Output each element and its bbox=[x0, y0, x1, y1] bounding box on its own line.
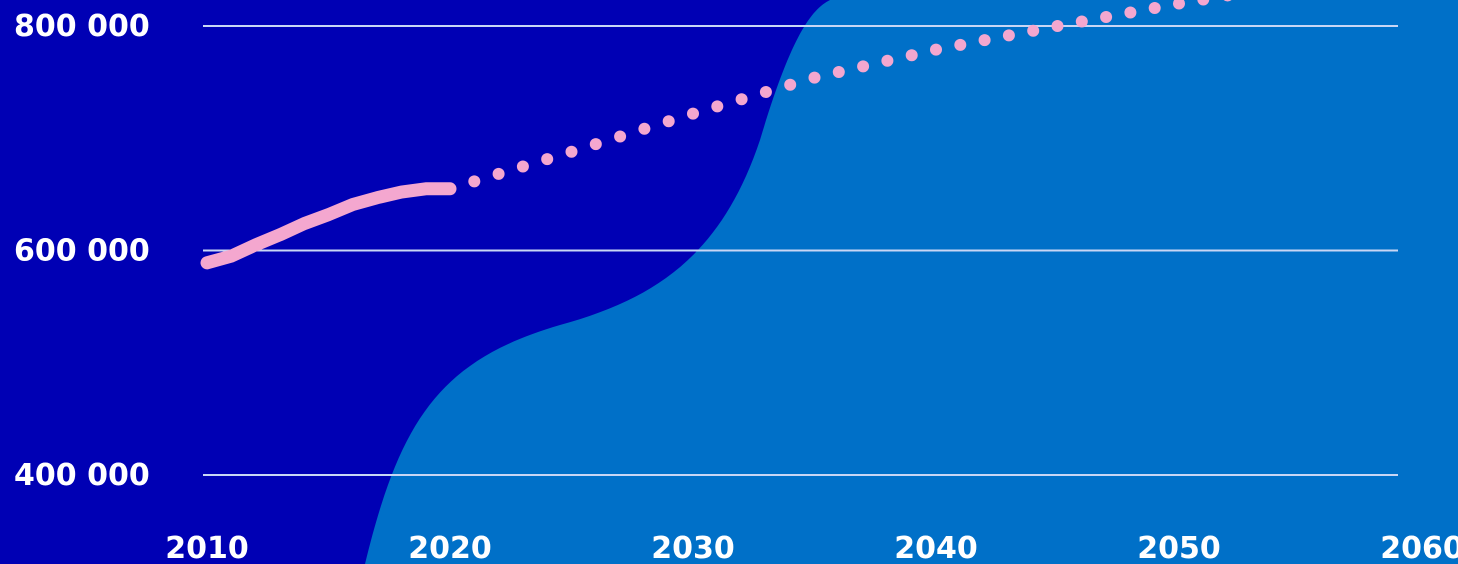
projection-dot bbox=[906, 49, 918, 61]
projection-dot bbox=[663, 115, 675, 127]
projection-dot bbox=[857, 60, 869, 72]
x-tick-label: 2060 bbox=[1380, 531, 1458, 564]
projection-dot bbox=[1003, 29, 1015, 41]
projection-dot bbox=[1149, 2, 1161, 14]
projection-dot bbox=[614, 131, 626, 143]
projection-dot bbox=[833, 66, 845, 78]
x-tick-label: 2010 bbox=[165, 531, 249, 564]
projection-dot bbox=[1124, 7, 1136, 19]
projection-dot bbox=[493, 168, 505, 180]
projection-dot bbox=[736, 93, 748, 105]
projection-dot bbox=[954, 39, 966, 51]
projection-dot bbox=[1076, 16, 1088, 28]
projection-dot bbox=[638, 123, 650, 135]
projection-dot bbox=[711, 100, 723, 112]
projection-dot bbox=[979, 34, 991, 46]
x-tick-label: 2040 bbox=[894, 531, 978, 564]
projection-dot bbox=[930, 44, 942, 56]
projection-dot bbox=[687, 108, 699, 120]
y-tick-label: 600 000 bbox=[14, 234, 150, 269]
x-tick-label: 2020 bbox=[408, 531, 492, 564]
y-tick-label: 400 000 bbox=[14, 458, 150, 493]
projection-dot bbox=[760, 86, 772, 98]
projection-dot bbox=[517, 161, 529, 173]
projection-dot bbox=[1052, 20, 1064, 32]
x-tick-label: 2050 bbox=[1137, 531, 1221, 564]
y-tick-label: 800 000 bbox=[14, 9, 150, 44]
projection-dot bbox=[590, 138, 602, 150]
projection-dot bbox=[1100, 11, 1112, 23]
projection-dot bbox=[809, 72, 821, 84]
x-tick-label: 2030 bbox=[651, 531, 735, 564]
projection-dot bbox=[1027, 25, 1039, 37]
projection-dot bbox=[541, 153, 553, 165]
projection-dot bbox=[784, 79, 796, 91]
projection-dot bbox=[468, 175, 480, 187]
projection-dot bbox=[881, 55, 893, 67]
projection-dot bbox=[566, 146, 578, 158]
